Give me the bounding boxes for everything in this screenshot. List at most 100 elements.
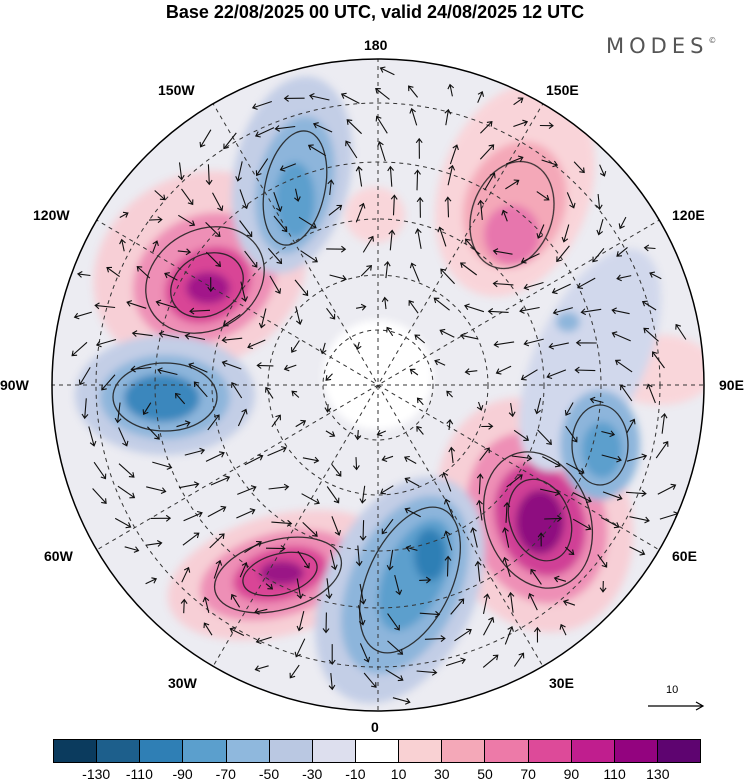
colorbar-tick-label: 30 <box>434 766 450 782</box>
colorbar-swatch <box>657 740 701 762</box>
wind-arrow <box>269 275 282 294</box>
wind-arrow <box>273 215 288 233</box>
wind-arrow <box>355 545 363 567</box>
colorbar-tick-label: 10 <box>390 766 407 782</box>
wind-arrow <box>94 302 116 310</box>
wind-arrow <box>572 518 592 531</box>
wind-arrow <box>511 454 533 462</box>
wind-arrow <box>444 555 452 577</box>
wind-arrow <box>312 122 333 133</box>
wind-arrow <box>519 306 540 314</box>
wind-arrow <box>416 196 424 218</box>
wind-arrow <box>439 328 455 338</box>
negative-anomaly-90w <box>75 335 255 455</box>
colorbar-swatch <box>571 740 615 762</box>
map-title: Base 22/08/2025 00 UTC, valid 24/08/2025… <box>165 2 585 22</box>
wind-arrow <box>537 429 552 445</box>
colorbar-tick-label: 50 <box>477 766 493 782</box>
wind-arrow <box>419 576 432 584</box>
wind-arrow <box>326 245 347 253</box>
colorbar-tick-label: 130 <box>646 766 670 782</box>
wind-arrow <box>205 451 225 462</box>
wind-arrow <box>164 272 178 281</box>
wind-arrow <box>329 549 338 571</box>
wind-arrow <box>147 426 160 440</box>
wind-arrow <box>495 365 512 375</box>
wind-arrow <box>331 516 342 536</box>
wind-arrow <box>504 625 514 645</box>
wind-arrow <box>513 652 525 667</box>
wind-arrow <box>295 419 307 428</box>
wind-arrow <box>596 218 604 236</box>
wind-arrow <box>552 307 573 316</box>
wind-arrow <box>433 297 450 311</box>
wind-arrow <box>150 514 172 522</box>
wind-arrow <box>267 248 283 265</box>
wind-arrow <box>474 560 482 582</box>
brand-mark: © <box>708 36 717 45</box>
lon-label-120w: 120W <box>33 207 70 223</box>
wind-arrow <box>419 610 441 618</box>
wind-arrow <box>189 307 211 315</box>
wind-arrow <box>539 488 561 497</box>
wind-arrow <box>405 545 418 552</box>
wind-arrow <box>386 549 394 571</box>
colorbar-tick-label: -10 <box>345 766 366 782</box>
wind-arrow <box>564 546 575 555</box>
lon-label-150w: 150W <box>158 82 195 98</box>
wind-arrow <box>409 368 419 376</box>
wind-arrow <box>357 605 366 626</box>
wind-arrow <box>118 427 129 447</box>
wind-arrow <box>258 308 267 329</box>
wind-arrow <box>355 165 363 187</box>
wind-arrow <box>307 144 327 157</box>
wind-arrow <box>445 657 466 667</box>
wind-arrow <box>300 250 318 263</box>
wind-arrow <box>602 491 623 501</box>
wind-arrow <box>145 577 158 585</box>
wind-arrow <box>291 390 300 398</box>
wind-arrow <box>223 132 237 150</box>
wind-arrow <box>359 643 371 663</box>
wind-arrow <box>377 141 386 162</box>
wind-arrow <box>556 245 570 263</box>
wind-arrow <box>178 214 196 227</box>
wind-arrow <box>101 374 116 391</box>
polar-stereographic-map <box>51 58 705 712</box>
wind-arrow <box>437 226 447 247</box>
colorbar-swatch <box>226 740 270 762</box>
wind-arrow <box>542 456 561 468</box>
wind-arrow <box>95 338 117 348</box>
wind-arrow <box>207 414 220 431</box>
wind-arrow <box>599 164 607 177</box>
wind-arrow <box>181 188 194 206</box>
wind-arrow <box>202 596 210 614</box>
wind-arrow <box>565 425 578 443</box>
anomaly-field <box>52 59 704 711</box>
wind-arrow <box>221 336 243 344</box>
wind-arrow <box>231 382 243 399</box>
lon-label-150e: 150E <box>546 82 579 98</box>
wind-arrow <box>375 88 390 100</box>
wind-arrow <box>205 222 221 238</box>
wind-arrow <box>551 283 571 295</box>
wind-arrow <box>390 194 398 216</box>
wind-arrow <box>319 342 327 355</box>
wind-arrow <box>359 520 367 541</box>
colorbar-swatch <box>528 740 572 762</box>
wind-arrow <box>265 583 274 590</box>
wind-arrow <box>78 367 91 386</box>
wind-arrow <box>595 194 603 211</box>
wind-arrow <box>355 202 366 223</box>
wind-arrow <box>464 238 480 255</box>
colorbar-tick-label: 110 <box>603 766 626 782</box>
colorbar-swatch <box>614 740 658 762</box>
lon-label-30e: 30E <box>549 675 574 691</box>
wind-arrow <box>240 281 249 302</box>
wind-arrow <box>409 262 420 282</box>
wind-arrow <box>459 262 478 276</box>
wind-arrow <box>580 308 602 316</box>
map-border <box>51 58 705 712</box>
lon-label-180: 180 <box>364 37 388 53</box>
colorbar-swatch <box>485 740 529 762</box>
